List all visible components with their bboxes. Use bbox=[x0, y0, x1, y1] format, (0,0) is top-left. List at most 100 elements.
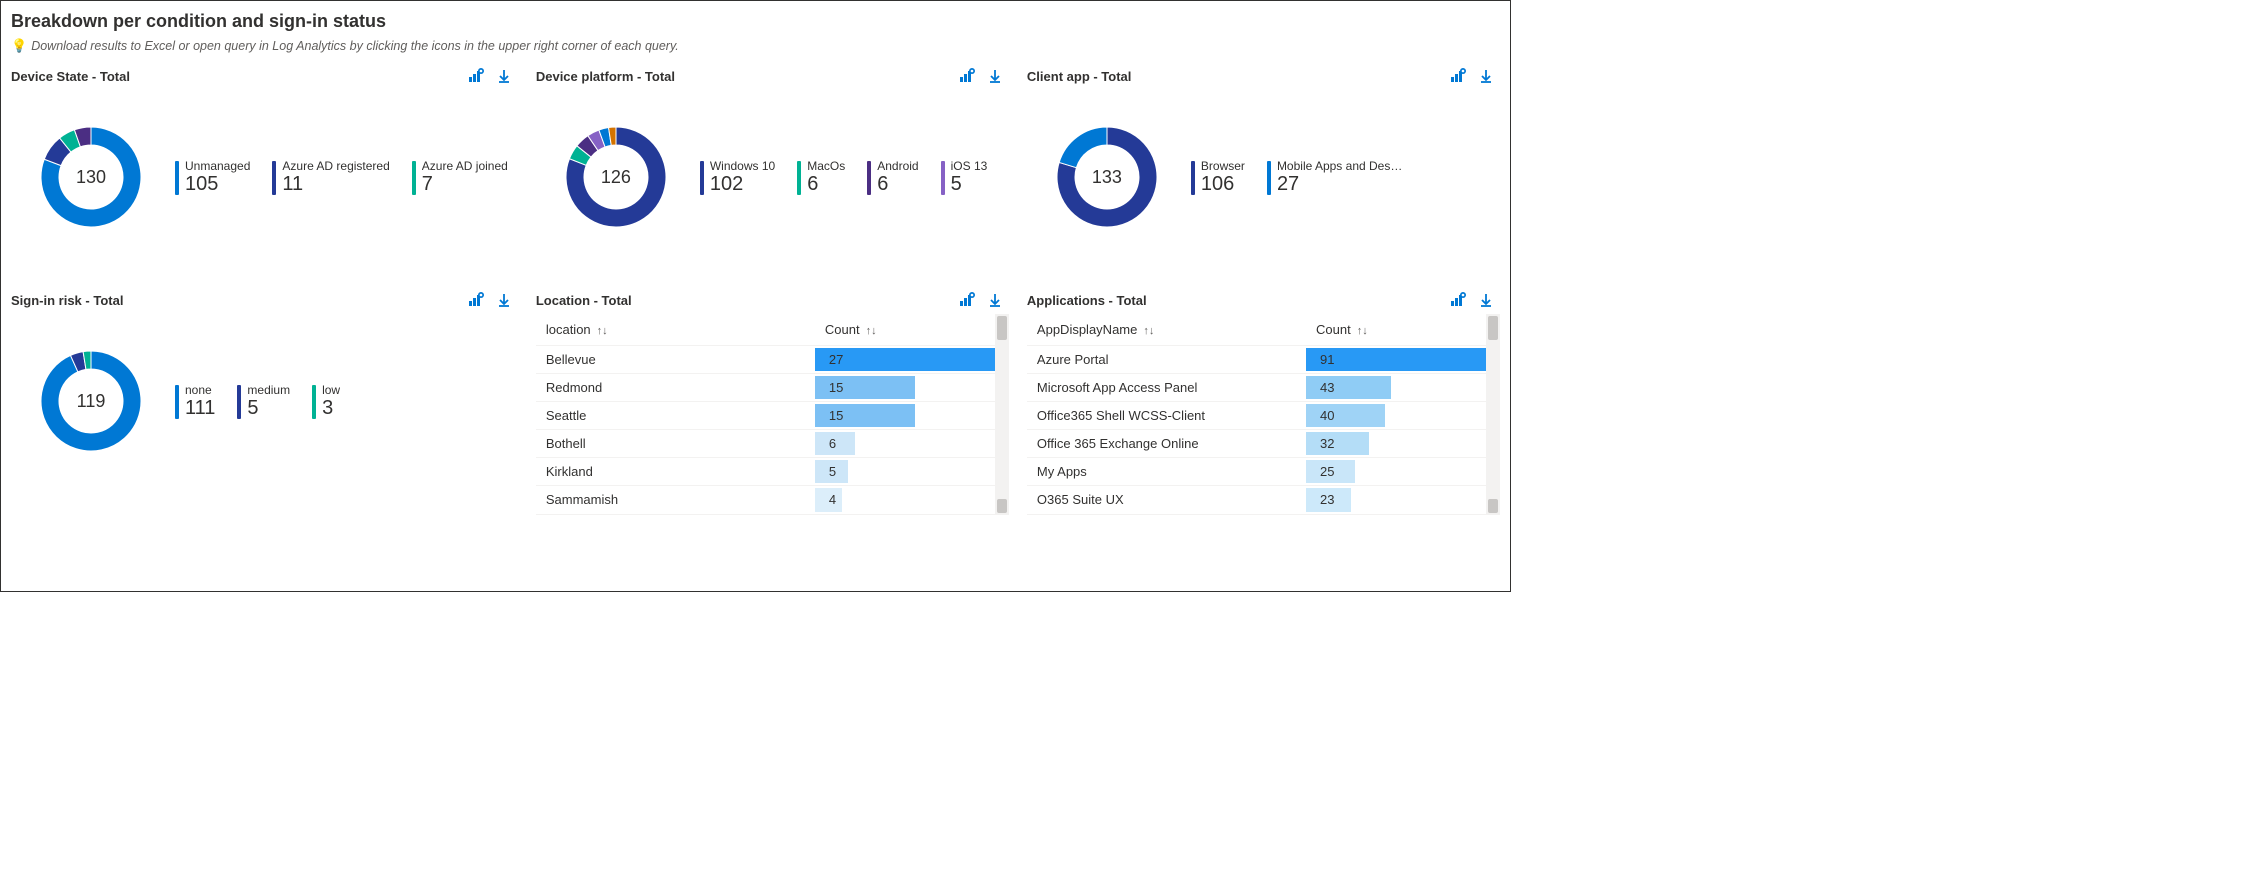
legend-color-bar bbox=[941, 161, 945, 195]
legend-item[interactable]: none 111 bbox=[175, 383, 215, 419]
row-count-cell: 32 bbox=[1306, 430, 1486, 458]
legend-item[interactable]: low 3 bbox=[312, 383, 340, 419]
panel-signin_risk: Sign-in risk - Total 119 none 111 bbox=[11, 292, 518, 515]
table-row[interactable]: Bellevue 27 bbox=[536, 346, 995, 374]
download-icon[interactable] bbox=[1478, 292, 1494, 308]
row-count-cell: 27 bbox=[815, 346, 995, 374]
column-header[interactable]: Count↑↓ bbox=[1306, 314, 1486, 346]
panel-title: Client app - Total bbox=[1027, 69, 1131, 84]
legend-label: iOS 13 bbox=[951, 159, 988, 173]
pin-chart-icon[interactable] bbox=[959, 68, 975, 84]
download-icon[interactable] bbox=[496, 68, 512, 84]
legend-value: 102 bbox=[710, 173, 775, 195]
legend-color-bar bbox=[867, 161, 871, 195]
table-row[interactable]: Kirkland 5 bbox=[536, 458, 995, 486]
scrollbar[interactable] bbox=[1486, 314, 1500, 515]
panel-title: Applications - Total bbox=[1027, 293, 1147, 308]
row-label: Kirkland bbox=[536, 458, 815, 486]
row-count-cell: 6 bbox=[815, 430, 995, 458]
panel-title: Device platform - Total bbox=[536, 69, 675, 84]
pin-chart-icon[interactable] bbox=[468, 292, 484, 308]
legend-color-bar bbox=[797, 161, 801, 195]
pin-chart-icon[interactable] bbox=[1450, 292, 1466, 308]
hint-text: Download results to Excel or open query … bbox=[31, 39, 679, 53]
row-count-cell: 4 bbox=[815, 486, 995, 514]
donut-chart[interactable]: 133 bbox=[1053, 123, 1161, 231]
legend-color-bar bbox=[272, 161, 276, 195]
legend-label: none bbox=[185, 383, 215, 397]
download-icon[interactable] bbox=[1478, 68, 1494, 84]
legend-item[interactable]: iOS 13 5 bbox=[941, 159, 988, 195]
pin-chart-icon[interactable] bbox=[1450, 68, 1466, 84]
legend: none 111 medium 5 low 3 bbox=[175, 383, 340, 419]
legend-item[interactable]: medium 5 bbox=[237, 383, 290, 419]
legend-label: MacOs bbox=[807, 159, 845, 173]
column-header[interactable]: Count↑↓ bbox=[815, 314, 995, 346]
legend-value: 5 bbox=[247, 397, 290, 419]
legend-label: Azure AD joined bbox=[422, 159, 508, 173]
table-row[interactable]: Office 365 Exchange Online 32 bbox=[1027, 430, 1486, 458]
table-row[interactable]: Bothell 6 bbox=[536, 430, 995, 458]
legend-item[interactable]: Unmanaged 105 bbox=[175, 159, 250, 195]
panel-title: Sign-in risk - Total bbox=[11, 293, 123, 308]
donut-chart[interactable]: 119 bbox=[37, 347, 145, 455]
panel-client_app: Client app - Total 133 Browser 106 bbox=[1027, 68, 1500, 270]
legend-label: Android bbox=[877, 159, 918, 173]
panel-device_platform: Device platform - Total 126 Windows 10 1… bbox=[536, 68, 1009, 270]
pin-chart-icon[interactable] bbox=[959, 292, 975, 308]
row-count-cell: 5 bbox=[815, 458, 995, 486]
column-header[interactable]: location↑↓ bbox=[536, 314, 815, 346]
table-row[interactable]: Office365 Shell WCSS-Client 40 bbox=[1027, 402, 1486, 430]
panel-title: Location - Total bbox=[536, 293, 632, 308]
pin-chart-icon[interactable] bbox=[468, 68, 484, 84]
row-label: Azure Portal bbox=[1027, 346, 1306, 374]
donut-total: 119 bbox=[37, 347, 145, 455]
donut-chart[interactable]: 126 bbox=[562, 123, 670, 231]
row-label: Bothell bbox=[536, 430, 815, 458]
donut-total: 133 bbox=[1053, 123, 1161, 231]
legend-color-bar bbox=[312, 385, 316, 419]
legend-value: 6 bbox=[807, 173, 845, 195]
legend-item[interactable]: Azure AD registered 11 bbox=[272, 159, 389, 195]
legend-item[interactable]: MacOs 6 bbox=[797, 159, 845, 195]
row-count-cell: 43 bbox=[1306, 374, 1486, 402]
table-row[interactable]: Sammamish 4 bbox=[536, 486, 995, 514]
page-title: Breakdown per condition and sign-in stat… bbox=[11, 11, 1500, 32]
donut-total: 130 bbox=[37, 123, 145, 231]
row-label: Microsoft App Access Panel bbox=[1027, 374, 1306, 402]
legend: Browser 106 Mobile Apps and Desktop... 2… bbox=[1191, 159, 1407, 195]
column-header[interactable]: AppDisplayName↑↓ bbox=[1027, 314, 1306, 346]
row-label: Sammamish bbox=[536, 486, 815, 514]
panel-location: Location - Total location↑↓ Count↑↓ Bell… bbox=[536, 292, 1009, 515]
panel-title: Device State - Total bbox=[11, 69, 130, 84]
legend-item[interactable]: Azure AD joined 7 bbox=[412, 159, 508, 195]
table-row[interactable]: Seattle 15 bbox=[536, 402, 995, 430]
download-icon[interactable] bbox=[987, 68, 1003, 84]
table-row[interactable]: Redmond 15 bbox=[536, 374, 995, 402]
table-row[interactable]: Microsoft App Access Panel 43 bbox=[1027, 374, 1486, 402]
scrollbar[interactable] bbox=[995, 314, 1009, 515]
legend-label: Browser bbox=[1201, 159, 1245, 173]
table-row[interactable]: O365 Suite UX 23 bbox=[1027, 486, 1486, 514]
legend-label: low bbox=[322, 383, 340, 397]
download-icon[interactable] bbox=[987, 292, 1003, 308]
donut-chart[interactable]: 130 bbox=[37, 123, 145, 231]
legend-color-bar bbox=[700, 161, 704, 195]
legend-item[interactable]: Mobile Apps and Desktop... 27 bbox=[1267, 159, 1407, 195]
legend-value: 11 bbox=[282, 173, 389, 195]
legend-label: Azure AD registered bbox=[282, 159, 389, 173]
legend-label: Windows 10 bbox=[710, 159, 775, 173]
legend-item[interactable]: Android 6 bbox=[867, 159, 918, 195]
table-row[interactable]: Azure Portal 91 bbox=[1027, 346, 1486, 374]
hint-row: 💡 Download results to Excel or open quer… bbox=[11, 38, 1500, 54]
download-icon[interactable] bbox=[496, 292, 512, 308]
legend-item[interactable]: Windows 10 102 bbox=[700, 159, 775, 195]
row-label: Redmond bbox=[536, 374, 815, 402]
legend-value: 5 bbox=[951, 173, 988, 195]
legend-color-bar bbox=[1191, 161, 1195, 195]
legend-item[interactable]: Browser 106 bbox=[1191, 159, 1245, 195]
legend-value: 27 bbox=[1277, 173, 1407, 195]
table-row[interactable]: My Apps 25 bbox=[1027, 458, 1486, 486]
row-label: O365 Suite UX bbox=[1027, 486, 1306, 514]
row-label: Office365 Shell WCSS-Client bbox=[1027, 402, 1306, 430]
